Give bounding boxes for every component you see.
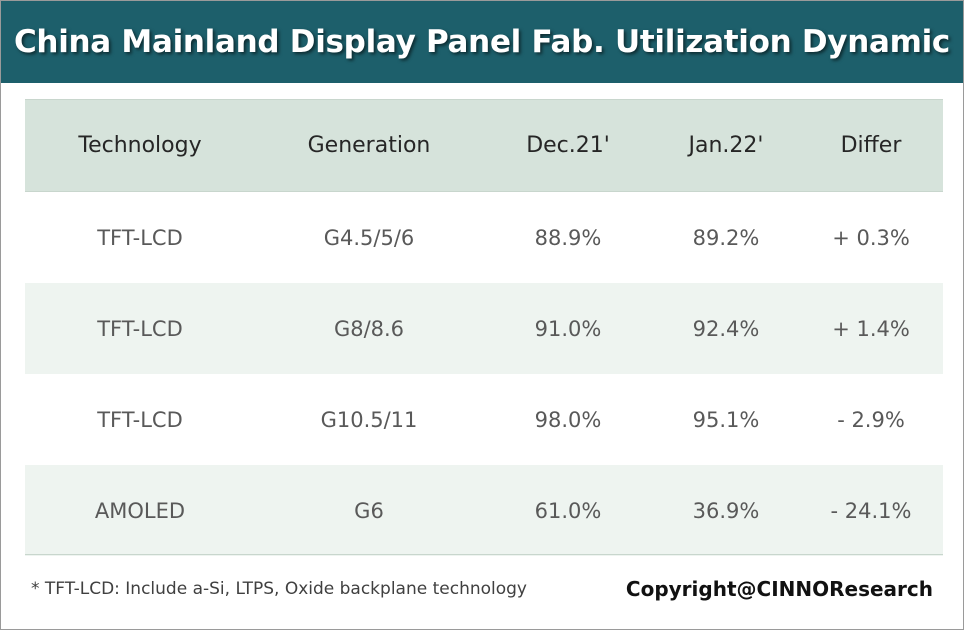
column-header-technology: Technology — [78, 133, 202, 158]
jan22-value-cell: 95.1% — [692, 407, 760, 432]
generation-cell: G8/8.6 — [333, 316, 405, 341]
differ-value-cell: - 24.1% — [830, 498, 912, 523]
column-header-generation: Generation — [307, 133, 431, 158]
jan22-value-cell: 92.4% — [692, 316, 760, 341]
table-row: TFT-LCD G4.5/5/6 88.9% 89.2% + 0.3% — [25, 192, 943, 283]
table-header-row: Technology Generation Dec.21' Jan.22' Di… — [25, 99, 943, 192]
dec21-value-cell: 98.0% — [534, 407, 602, 432]
dec21-value-cell: 61.0% — [534, 498, 602, 523]
generation-cell: G4.5/5/6 — [323, 225, 415, 250]
technology-cell: TFT-LCD — [97, 407, 183, 432]
chart-title: China Mainland Display Panel Fab. Utiliz… — [13, 24, 950, 60]
differ-value-cell: + 1.4% — [832, 316, 910, 341]
table-row: AMOLED G6 61.0% 36.9% - 24.1% — [25, 465, 943, 556]
copyright-notice: Copyright@CINNOResearch — [625, 577, 933, 601]
technology-cell: TFT-LCD — [97, 225, 183, 250]
column-header-dec21: Dec.21' — [526, 133, 610, 158]
jan22-value-cell: 89.2% — [692, 225, 760, 250]
table-row: TFT-LCD G10.5/11 98.0% 95.1% - 2.9% — [25, 374, 943, 465]
dec21-value-cell: 88.9% — [534, 225, 602, 250]
table-row: TFT-LCD G8/8.6 91.0% 92.4% + 1.4% — [25, 283, 943, 374]
column-header-jan22: Jan.22' — [688, 133, 764, 158]
footnote: * TFT-LCD: Include a-Si, LTPS, Oxide bac… — [31, 579, 527, 599]
technology-cell: TFT-LCD — [97, 316, 183, 341]
differ-value-cell: + 0.3% — [832, 225, 910, 250]
technology-cell: AMOLED — [94, 498, 186, 523]
column-header-differ: Differ — [840, 133, 902, 158]
title-bar: China Mainland Display Panel Fab. Utiliz… — [1, 1, 963, 83]
dec21-value-cell: 91.0% — [534, 316, 602, 341]
generation-cell: G10.5/11 — [320, 407, 418, 432]
table-bottom-border — [25, 554, 943, 555]
differ-value-cell: - 2.9% — [837, 407, 905, 432]
generation-cell: G6 — [354, 498, 384, 523]
jan22-value-cell: 36.9% — [692, 498, 760, 523]
utilization-table: Technology Generation Dec.21' Jan.22' Di… — [25, 99, 943, 556]
